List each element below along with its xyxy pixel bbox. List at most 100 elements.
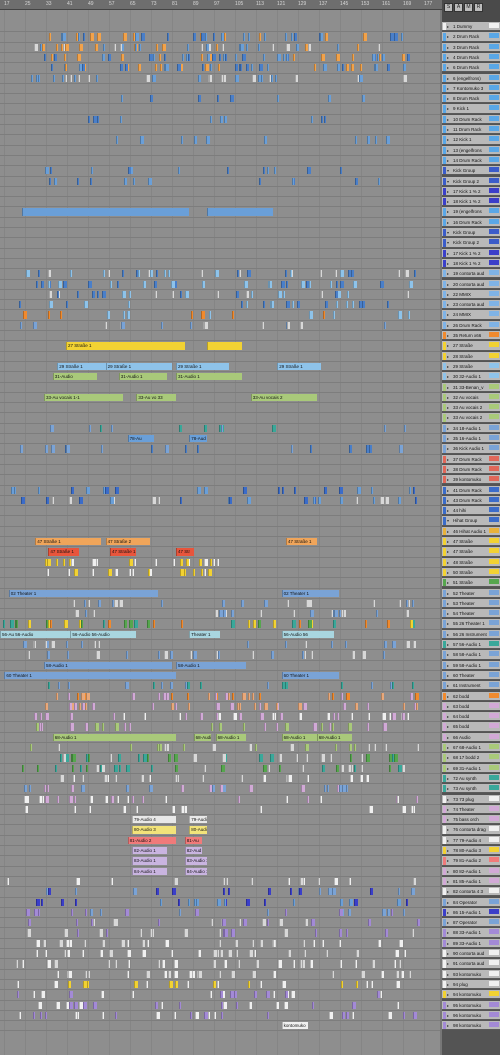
track-activator-button[interactable] bbox=[489, 599, 499, 605]
clip-snippet[interactable] bbox=[288, 950, 291, 958]
clip-snippet[interactable] bbox=[329, 1011, 334, 1020]
track-header[interactable]: ▸ 72 Au synth bbox=[442, 773, 500, 784]
clip-snippet[interactable] bbox=[350, 754, 353, 762]
clip-snippet[interactable] bbox=[350, 64, 354, 72]
clip-snippet[interactable] bbox=[301, 785, 306, 793]
track-header[interactable]: ▸ 18 Kick 1 % 2 bbox=[442, 197, 500, 207]
fold-chevron-icon[interactable]: ▸ bbox=[447, 137, 450, 143]
clip[interactable]: 02 Theater 1 bbox=[281, 589, 339, 597]
clip-snippet[interactable] bbox=[285, 641, 288, 649]
clip-snippet[interactable] bbox=[215, 43, 218, 51]
track-activator-button[interactable] bbox=[489, 898, 499, 904]
clip-snippet[interactable] bbox=[54, 177, 58, 185]
clip-snippet[interactable] bbox=[125, 764, 130, 772]
fold-chevron-icon[interactable]: ▸ bbox=[447, 302, 450, 308]
clip-snippet[interactable] bbox=[228, 950, 233, 958]
fold-chevron-icon[interactable]: ▸ bbox=[447, 374, 450, 380]
track-activator-button[interactable] bbox=[489, 249, 499, 255]
clip-snippet[interactable] bbox=[341, 64, 344, 72]
fold-chevron-icon[interactable]: ▸ bbox=[447, 157, 450, 163]
track-activator-button[interactable] bbox=[489, 280, 499, 286]
clip-snippet[interactable] bbox=[220, 1001, 223, 1009]
fold-chevron-icon[interactable]: ▸ bbox=[447, 992, 450, 998]
clip-snippet[interactable] bbox=[249, 785, 254, 793]
clip-snippet[interactable] bbox=[16, 960, 19, 968]
track-header[interactable]: ▸ 78 80-Audio 3 bbox=[442, 846, 500, 856]
clip-snippet[interactable] bbox=[404, 270, 409, 278]
clip-snippet[interactable] bbox=[379, 991, 382, 999]
clip-snippet[interactable] bbox=[401, 764, 405, 772]
track-activator-button[interactable] bbox=[489, 723, 499, 729]
clip-snippet[interactable] bbox=[340, 610, 343, 618]
clip-snippet[interactable] bbox=[114, 486, 119, 494]
track-header[interactable]: ▸ 10 Drum Rack bbox=[442, 114, 500, 124]
clip-snippet[interactable] bbox=[412, 929, 415, 937]
clip-snippet[interactable] bbox=[387, 1011, 392, 1020]
clip-snippet[interactable] bbox=[160, 682, 163, 690]
track-activator-button[interactable] bbox=[489, 404, 499, 410]
track-header[interactable]: ▸ 38 Drum Rack bbox=[442, 464, 500, 475]
clip-snippet[interactable] bbox=[291, 620, 296, 628]
clip-snippet[interactable] bbox=[107, 311, 111, 319]
clip-snippet[interactable] bbox=[211, 723, 214, 731]
clip-snippet[interactable] bbox=[242, 486, 247, 494]
clip-snippet[interactable] bbox=[101, 290, 106, 299]
track-activator-button[interactable] bbox=[489, 847, 499, 852]
clip-snippet[interactable] bbox=[151, 702, 154, 711]
clip-snippet[interactable] bbox=[212, 960, 216, 968]
clip-snippet[interactable] bbox=[390, 682, 393, 690]
clip-snippet[interactable] bbox=[213, 1011, 216, 1020]
clip[interactable]: 68-Audio 1 bbox=[52, 733, 176, 741]
track-header[interactable]: ▸ 89 33-Audio 1 bbox=[442, 938, 500, 948]
clip-snippet[interactable] bbox=[303, 950, 306, 958]
clip-snippet[interactable] bbox=[173, 960, 178, 968]
clip-snippet[interactable] bbox=[39, 1011, 42, 1020]
clip-snippet[interactable] bbox=[308, 43, 312, 51]
clip-snippet[interactable] bbox=[339, 785, 343, 793]
clip-snippet[interactable] bbox=[303, 877, 306, 886]
clip-snippet[interactable] bbox=[78, 496, 83, 505]
clip-snippet[interactable] bbox=[170, 950, 173, 958]
clip-snippet[interactable] bbox=[307, 620, 312, 628]
clip-snippet[interactable] bbox=[339, 496, 343, 505]
track-header[interactable]: ▸ 64 bodd bbox=[442, 712, 500, 722]
clip-snippet[interactable] bbox=[68, 795, 73, 803]
track-activator-button[interactable] bbox=[489, 424, 499, 430]
clip-snippet[interactable] bbox=[243, 723, 246, 731]
clip-snippet[interactable] bbox=[235, 53, 238, 62]
clip-snippet[interactable] bbox=[278, 919, 283, 927]
clip-snippet[interactable] bbox=[49, 620, 52, 628]
clip-snippet[interactable] bbox=[81, 641, 84, 649]
clip-snippet[interactable] bbox=[96, 43, 99, 51]
clip-snippet[interactable] bbox=[129, 744, 132, 752]
clip-snippet[interactable] bbox=[90, 919, 95, 927]
fold-chevron-icon[interactable]: ▾ bbox=[447, 230, 450, 235]
track-header[interactable]: ▸ 61 Instrument bbox=[442, 681, 500, 691]
clip-snippet[interactable] bbox=[66, 641, 69, 649]
clip-snippet[interactable] bbox=[319, 795, 322, 803]
clip-snippet[interactable] bbox=[326, 785, 329, 793]
clip-snippet[interactable] bbox=[326, 713, 330, 721]
fold-chevron-icon[interactable]: ▸ bbox=[447, 466, 450, 472]
clip-snippet[interactable] bbox=[187, 53, 190, 62]
clip-snippet[interactable] bbox=[272, 991, 275, 999]
clip-snippet[interactable] bbox=[29, 785, 32, 793]
clip-snippet[interactable] bbox=[126, 785, 130, 793]
clip-snippet[interactable] bbox=[378, 177, 381, 185]
clip-snippet[interactable] bbox=[355, 702, 359, 711]
clip-snippet[interactable] bbox=[26, 270, 31, 278]
clip-snippet[interactable] bbox=[222, 754, 227, 762]
clip-snippet[interactable] bbox=[142, 280, 146, 288]
clip-snippet[interactable] bbox=[259, 610, 262, 618]
clip-snippet[interactable] bbox=[91, 167, 94, 175]
clip-snippet[interactable] bbox=[273, 620, 277, 628]
clip-snippet[interactable] bbox=[87, 754, 90, 762]
clip-snippet[interactable] bbox=[359, 774, 363, 783]
clip-snippet[interactable] bbox=[343, 610, 347, 618]
clip-snippet[interactable] bbox=[219, 970, 222, 978]
clip-snippet[interactable] bbox=[284, 270, 287, 278]
clip-snippet[interactable] bbox=[223, 53, 227, 62]
track-header[interactable]: ▸ 51 Straße bbox=[442, 578, 500, 588]
clip-snippet[interactable] bbox=[112, 919, 116, 927]
clip-snippet[interactable] bbox=[272, 43, 275, 51]
